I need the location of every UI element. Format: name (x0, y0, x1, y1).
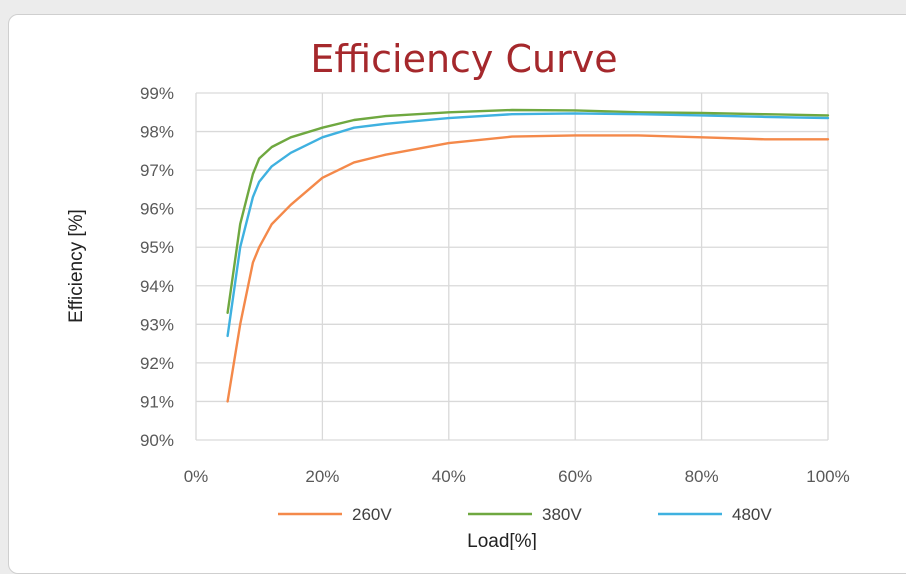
y-tick-label: 93% (140, 315, 174, 334)
legend: 260V 380V 480V (278, 505, 772, 524)
y-tick-label: 90% (140, 431, 174, 450)
x-axis-label: Load[%] (467, 531, 537, 550)
x-tick-label: 20% (305, 467, 339, 486)
y-axis-label: Efficiency [%] (66, 209, 87, 323)
series-line-380v (226, 108, 830, 314)
series-line-480v (226, 112, 830, 338)
y-tick-label: 96% (140, 200, 174, 219)
x-tick-label: 80% (685, 467, 719, 486)
legend-label-480v: 480V (732, 505, 772, 524)
y-tick-label: 91% (140, 392, 174, 411)
chart-title: Efficiency Curve (310, 37, 617, 81)
chart-frame (8, 14, 906, 574)
series-lines (226, 108, 830, 403)
y-axis-ticks: 90% 91% 92% 93% 94% 95% 96% 97% 98% 99% (140, 84, 174, 450)
series-line-260v (226, 134, 830, 403)
y-tick-label: 99% (140, 84, 174, 103)
y-tick-label: 98% (140, 123, 174, 142)
x-tick-label: 40% (432, 467, 466, 486)
y-tick-label: 97% (140, 161, 174, 180)
legend-label-380v: 380V (542, 505, 582, 524)
x-tick-label: 100% (806, 467, 849, 486)
x-axis-ticks: 0% 20% 40% 60% 80% 100% (184, 467, 850, 486)
y-tick-label: 92% (140, 354, 174, 373)
legend-label-260v: 260V (352, 505, 392, 524)
x-tick-label: 60% (558, 467, 592, 486)
grid-lines (195, 92, 829, 441)
x-tick-label: 0% (184, 467, 209, 486)
y-tick-label: 94% (140, 277, 174, 296)
efficiency-chart: Efficiency Curve 90% 91% 92% 93% 94% 95% 96% 97… (66, 37, 850, 550)
y-tick-label: 95% (140, 238, 174, 257)
